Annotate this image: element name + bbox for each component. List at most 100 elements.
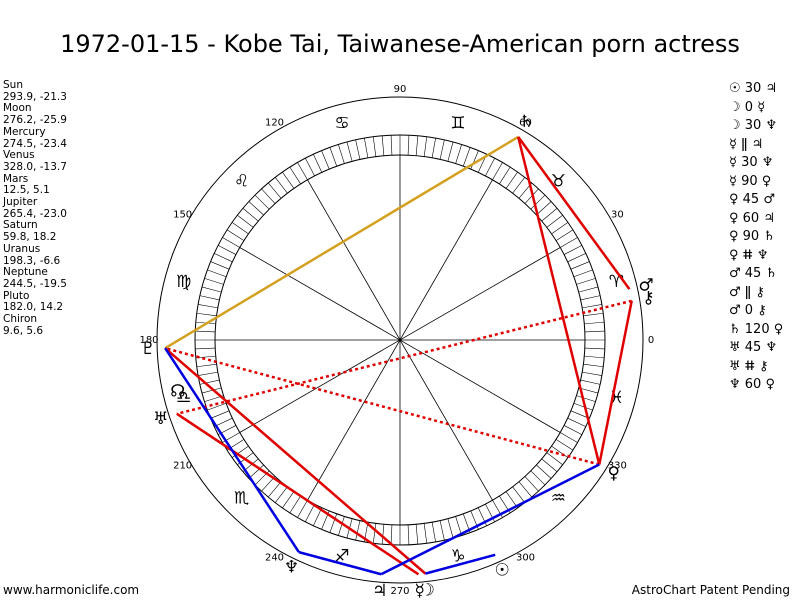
- planet-position: 328.0, -13.7: [3, 160, 67, 173]
- planet-glyph: ☉: [494, 560, 509, 580]
- planet-position: 276.2, -25.9: [3, 114, 67, 127]
- ring-hatch: [567, 253, 586, 263]
- ring-hatch: [355, 139, 361, 160]
- planet-glyph: ♇: [141, 339, 156, 359]
- ring-hatch: [198, 304, 218, 309]
- ring-hatch: [274, 177, 288, 194]
- ring-hatch: [214, 253, 233, 263]
- planet-position: 198.3, -6.6: [3, 254, 61, 267]
- ring-hatch: [199, 379, 220, 385]
- aspect-line: [176, 412, 420, 576]
- ring-hatch: [195, 347, 216, 350]
- sign-glyph: ♐: [334, 546, 349, 566]
- ring-hatch: [439, 520, 445, 541]
- spoke: [239, 247, 561, 433]
- ring-hatch: [485, 158, 495, 177]
- ring-hatch: [305, 158, 315, 177]
- aspect-entry: ☽ 0 ☿: [729, 99, 766, 115]
- ring-hatch: [199, 295, 220, 301]
- ring-hatch: [329, 147, 338, 167]
- title: 1972-01-15 - Kobe Tai, Taiwanese-America…: [60, 30, 740, 58]
- node-glyph: ☊: [170, 381, 185, 401]
- ring-hatch: [505, 171, 518, 189]
- aspect-line: [164, 135, 519, 350]
- ring-hatch: [560, 432, 578, 443]
- aspect-line: [164, 347, 427, 575]
- planet-name: Mars: [3, 172, 29, 185]
- ring-hatch: [431, 138, 436, 158]
- planet-position: 12.5, 5.1: [3, 184, 50, 197]
- ring-hatch: [431, 522, 436, 542]
- ring-hatch: [297, 500, 308, 518]
- planet-list: Sun 293.9, -21.3 Moon 276.2, -25.9 Mercury 27…: [3, 79, 67, 337]
- ring-hatch: [195, 330, 216, 333]
- aspect-entry: ♀ ⵌ ♆: [729, 247, 769, 263]
- footer-right: AstroChart Patent Pending: [631, 583, 790, 597]
- ring-hatch: [580, 295, 601, 301]
- ring-hatch: [364, 138, 369, 158]
- ring-hatch: [321, 150, 330, 170]
- ring-hatch: [423, 136, 428, 157]
- planet-name: Uranus: [3, 242, 41, 255]
- planet-position: 59.8, 18.2: [3, 231, 57, 244]
- aspect-entry: ♂ 0 ⚷: [729, 303, 767, 318]
- aspect-entry: ☿ ǁ ♃: [729, 136, 764, 152]
- ring-hatch: [415, 524, 419, 545]
- aspect-entry: ♂ 45 ♄: [729, 266, 778, 281]
- aspect-entry: ♀ 90 ♄: [729, 229, 775, 244]
- ring-hatch: [372, 136, 377, 157]
- ring-hatch: [551, 222, 569, 235]
- ring-hatch: [447, 518, 454, 539]
- ring-hatch: [530, 470, 546, 486]
- planet-glyph: ♀: [607, 464, 619, 484]
- planet-glyph: ♂: [638, 275, 653, 295]
- ring-hatch: [546, 452, 563, 466]
- degree-label: 120: [265, 118, 284, 129]
- ring-hatch: [201, 387, 222, 394]
- degree-label: 60: [519, 118, 532, 129]
- ring-hatch: [555, 229, 574, 241]
- ring-hatch: [580, 379, 601, 385]
- aspect-line: [298, 550, 382, 576]
- planet-name: Neptune: [3, 266, 48, 279]
- degree-label: 300: [516, 552, 535, 563]
- ring-hatch: [415, 135, 419, 156]
- ring-hatch: [222, 237, 240, 248]
- ring-hatch: [248, 464, 264, 479]
- ring-hatch: [248, 201, 264, 216]
- ring-hatch: [218, 245, 237, 255]
- ring-hatch: [355, 520, 361, 541]
- ring-hatch: [207, 269, 227, 278]
- ring-hatch: [237, 214, 254, 228]
- ring-hatch: [274, 486, 288, 503]
- ring-hatch: [196, 363, 217, 368]
- ring-hatch: [512, 486, 526, 503]
- ring-hatch: [530, 194, 546, 210]
- aspect-entry: ♄ 120 ♀: [729, 321, 784, 337]
- ring-hatch: [541, 458, 558, 473]
- degree-label: 30: [611, 210, 624, 221]
- ring-hatch: [313, 507, 323, 526]
- ring-hatch: [447, 141, 454, 162]
- planet-name: Jupiter: [3, 196, 38, 209]
- ring-hatch: [462, 147, 471, 167]
- planet-glyph: ♄: [519, 112, 534, 132]
- ring-hatch: [267, 481, 282, 498]
- ring-hatch: [455, 144, 462, 164]
- planet-glyph: ♅: [153, 409, 168, 429]
- ring-hatch: [582, 304, 602, 309]
- planet-name: Mercury: [3, 125, 46, 138]
- aspect-entry: ☿ 90 ♀: [729, 173, 772, 189]
- aspect-entry: ♆ 60 ♀: [729, 377, 775, 392]
- ring-hatch: [518, 481, 533, 498]
- planet-glyph: ⚷: [642, 288, 654, 308]
- degree-label: 210: [173, 461, 192, 472]
- planet-name: Saturn: [3, 219, 38, 232]
- sign-glyph: ♈: [609, 272, 624, 292]
- aspect-line: [425, 553, 496, 575]
- ring-hatch: [407, 524, 410, 545]
- ring-hatch: [226, 229, 245, 241]
- planet-name: Pluto: [3, 289, 30, 302]
- ring-hatch: [576, 278, 596, 285]
